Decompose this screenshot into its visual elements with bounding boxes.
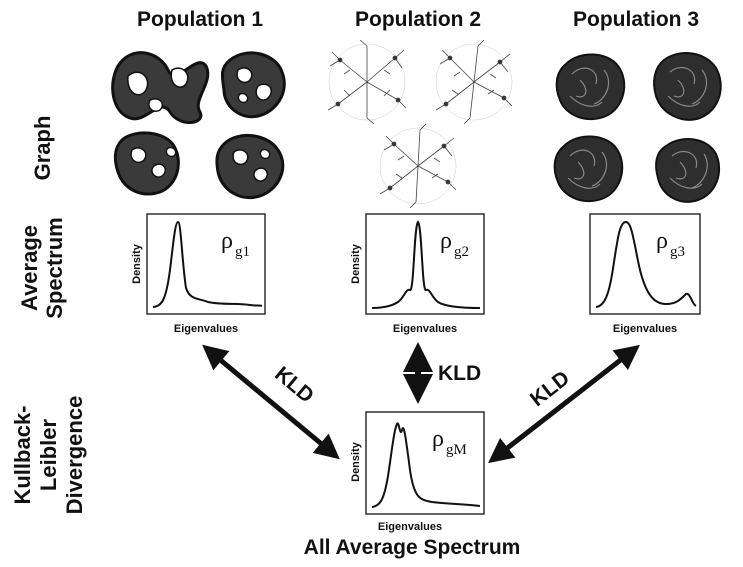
graph-thumbnail [327,39,407,125]
spectrum-frame [365,213,485,315]
spectrum-curve [152,220,263,308]
eigenvalues-label: Eigenvalues [174,323,238,335]
spectrum-curve [371,220,481,309]
population-1-graphs [111,51,286,199]
density-label: Density [350,243,362,284]
row-label-kld-line3: Divergence [62,396,87,515]
spectrum-frame [589,213,701,315]
graph-thumbnail [553,135,624,203]
graph-thumbnail [435,39,513,125]
population-2-graphs [327,39,513,209]
spectrum-curve [371,422,481,508]
graph-thumbnail [215,133,285,199]
population-1-title: Population 1 [137,8,263,31]
graph-thumbnail [113,131,180,196]
spectrum-frame [365,411,485,515]
rho-subscript: g1 [235,244,250,260]
kld-arrow-left [202,344,340,460]
rho-subscript: g2 [454,244,469,260]
spectrum-panel-m: ρ gM Density Eigenvalues [350,411,485,533]
population-3-title: Population 3 [573,8,699,31]
population-2-title: Population 2 [355,8,481,31]
population-3-graphs [553,52,722,203]
spectrum-frame [146,213,266,315]
spectrum-panel-3: ρ g3 Eigenvalues [589,213,701,335]
graph-thumbnail [111,51,210,124]
eigenvalues-label: Eigenvalues [393,323,457,335]
spectrum-panel-1: ρ g1 Density Eigenvalues [131,213,266,335]
row-label-kld-line1: Kullback- [10,405,35,504]
graph-thumbnail [555,53,626,121]
row-label-spectrum-line2: Spectrum [42,217,67,318]
rho-subscript: gM [446,442,467,458]
spectrum-curve [595,220,697,308]
graph-thumbnail [655,138,721,203]
graph-thumbnail [379,123,457,209]
row-label-graph: Graph [30,116,55,181]
row-label-kld-line2: Leibler [36,418,61,491]
kld-arrow-right [488,344,640,464]
row-label-spectrum-line1: Average [17,225,42,311]
kld-label-left: KLD [270,362,318,407]
kld-label-center: KLD [438,362,481,385]
rho-symbol: ρ [432,426,444,452]
rho-symbol: ρ [221,228,233,254]
graph-thumbnail [220,51,286,119]
spectrum-panel-2: ρ g2 Density Eigenvalues [350,213,485,335]
graph-thumbnail [653,52,722,121]
density-label: Density [350,441,362,482]
eigenvalues-label: Eigenvalues [613,323,677,335]
density-label: Density [131,243,143,284]
eigenvalues-label: Eigenvalues [378,521,442,533]
rho-symbol: ρ [440,228,452,254]
rho-subscript: g3 [670,244,685,260]
all-average-spectrum-title: All Average Spectrum [304,536,521,559]
rho-symbol: ρ [656,228,668,254]
